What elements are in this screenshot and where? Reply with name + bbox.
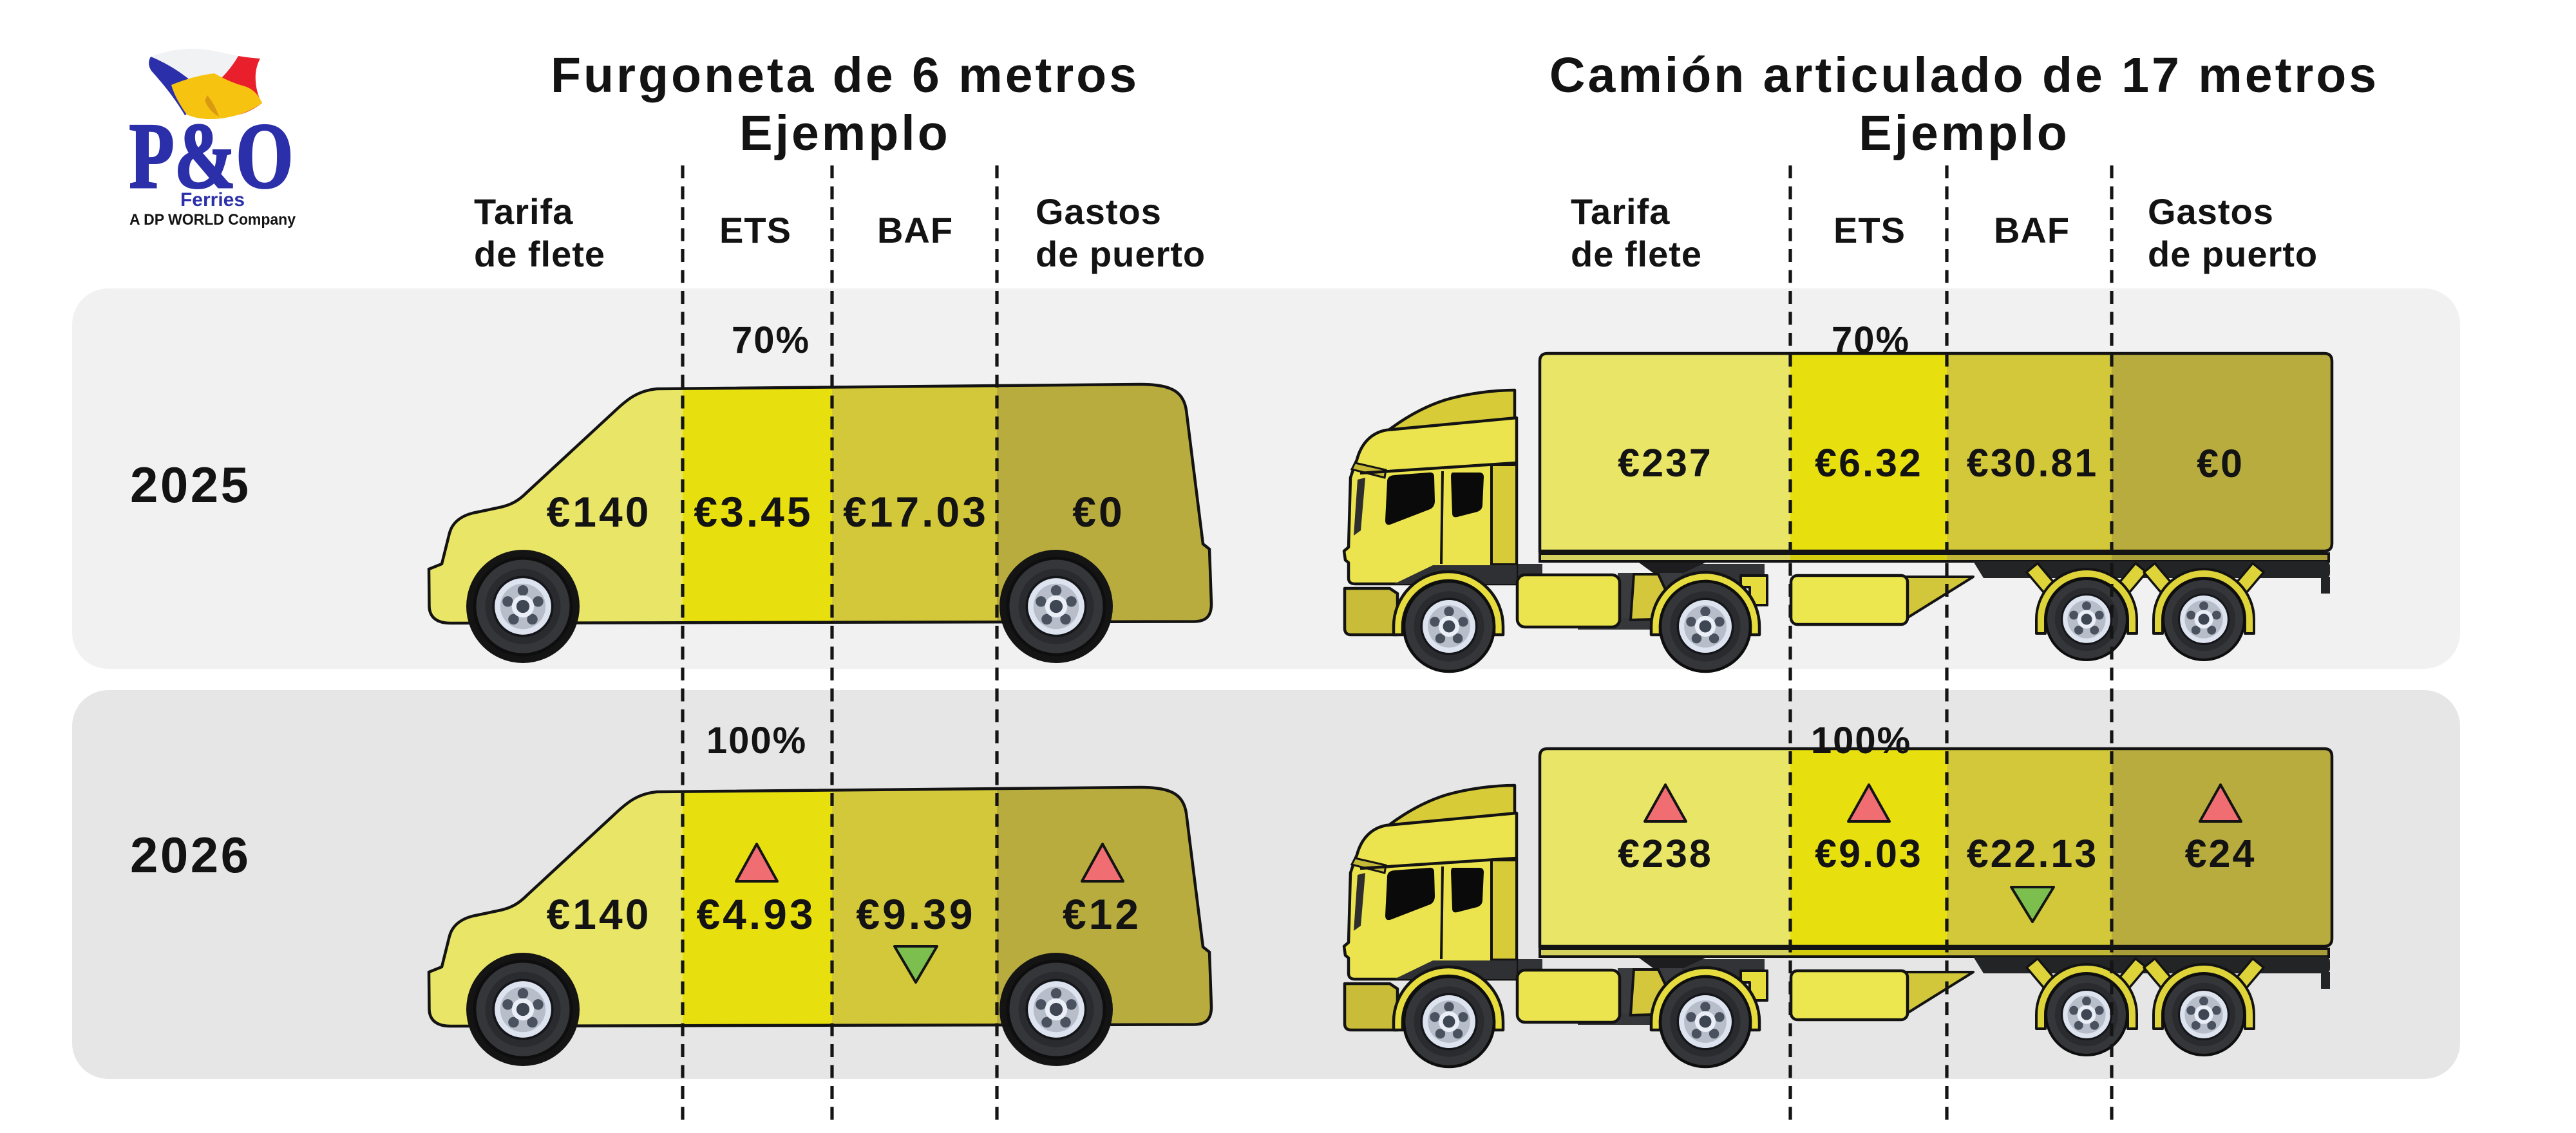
svg-text:€0: €0: [2197, 442, 2244, 485]
svg-text:de puerto: de puerto: [2148, 234, 2318, 274]
svg-text:€9.39: €9.39: [856, 890, 975, 938]
svg-text:Ejemplo: Ejemplo: [739, 106, 951, 161]
svg-text:de flete: de flete: [474, 234, 605, 274]
svg-text:€3.45: €3.45: [694, 488, 813, 536]
svg-text:100%: 100%: [1811, 720, 1911, 762]
svg-text:Gastos: Gastos: [1036, 191, 1162, 232]
svg-text:ETS: ETS: [1833, 210, 1906, 250]
svg-text:BAF: BAF: [877, 210, 953, 250]
svg-text:A DP WORLD Company: A DP WORLD Company: [129, 211, 296, 229]
svg-text:Ejemplo: Ejemplo: [1859, 106, 2070, 161]
svg-text:Camión articulado de 17 metros: Camión articulado de 17 metros: [1549, 48, 2379, 103]
svg-text:2025: 2025: [130, 456, 251, 513]
svg-text:€22.13: €22.13: [1967, 832, 2099, 876]
svg-text:€4.93: €4.93: [696, 890, 815, 938]
svg-text:100%: 100%: [706, 720, 807, 762]
svg-text:70%: 70%: [1832, 319, 1910, 361]
svg-text:€9.03: €9.03: [1815, 832, 1923, 876]
svg-text:ETS: ETS: [719, 210, 791, 250]
svg-text:€30.81: €30.81: [1967, 441, 2099, 485]
svg-text:Furgoneta de 6 metros: Furgoneta de 6 metros: [551, 48, 1139, 103]
svg-text:€17.03: €17.03: [843, 488, 989, 536]
svg-text:2026: 2026: [130, 827, 251, 883]
svg-text:P&O: P&O: [129, 104, 294, 208]
svg-text:Ferries: Ferries: [180, 189, 245, 211]
svg-text:de puerto: de puerto: [1036, 234, 1206, 274]
svg-text:€12: €12: [1063, 890, 1141, 938]
svg-text:Gastos: Gastos: [2148, 191, 2274, 232]
svg-text:de flete: de flete: [1571, 234, 1702, 274]
svg-text:€24: €24: [2185, 832, 2257, 876]
svg-text:Tarifa: Tarifa: [1571, 191, 1670, 232]
svg-text:Tarifa: Tarifa: [474, 191, 573, 232]
svg-text:€140: €140: [547, 890, 652, 938]
svg-text:BAF: BAF: [1994, 210, 2070, 250]
svg-text:€237: €237: [1618, 441, 1713, 485]
svg-text:€0: €0: [1072, 488, 1124, 536]
svg-text:70%: 70%: [732, 319, 810, 361]
svg-text:€238: €238: [1618, 832, 1713, 876]
svg-text:€6.32: €6.32: [1815, 441, 1923, 485]
svg-text:€140: €140: [547, 488, 652, 536]
